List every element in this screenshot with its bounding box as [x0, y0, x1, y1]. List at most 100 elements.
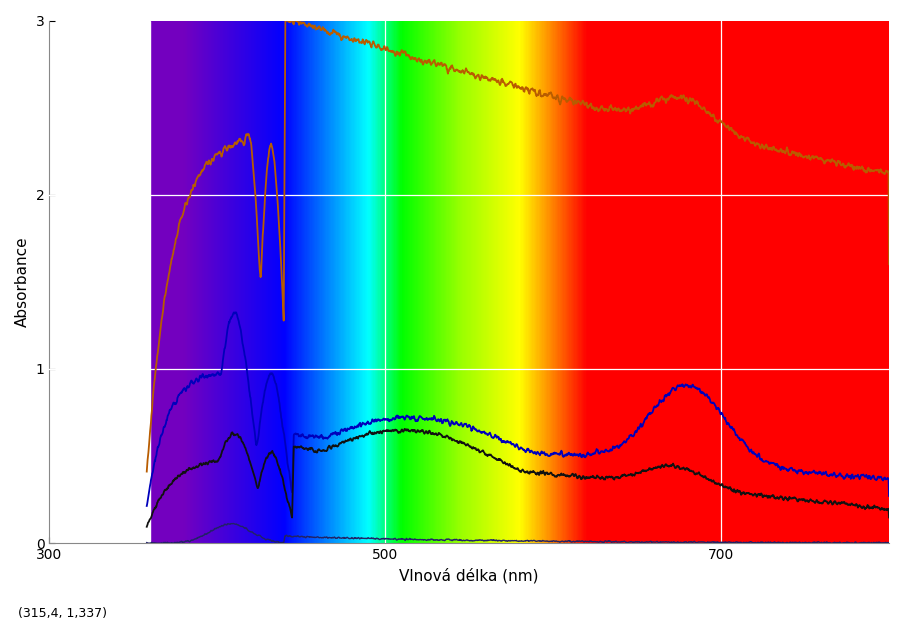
Bar	[877, 21, 878, 543]
Bar	[691, 21, 692, 543]
Bar	[347, 21, 349, 543]
Bar	[467, 21, 468, 543]
Bar	[724, 21, 725, 543]
Bar	[708, 21, 710, 543]
Bar	[741, 21, 742, 543]
Bar	[712, 21, 713, 543]
Bar	[256, 21, 257, 543]
Bar	[221, 21, 223, 543]
Bar	[859, 21, 860, 543]
Bar	[849, 21, 850, 543]
Bar	[281, 21, 282, 543]
Bar	[533, 21, 535, 543]
Bar	[50, 21, 150, 543]
Bar	[154, 21, 156, 543]
Bar	[475, 21, 477, 543]
Bar	[785, 21, 786, 543]
Bar	[752, 21, 754, 543]
Bar	[265, 21, 267, 543]
Bar	[193, 21, 194, 543]
Bar	[376, 21, 377, 543]
Bar	[399, 21, 400, 543]
Bar	[781, 21, 782, 543]
Bar	[292, 21, 293, 543]
Bar	[826, 21, 828, 543]
Bar	[197, 21, 198, 543]
Bar	[795, 21, 796, 543]
Bar	[186, 21, 187, 543]
Bar	[345, 21, 346, 543]
Bar	[343, 21, 345, 543]
Bar	[457, 21, 458, 543]
Bar	[320, 21, 321, 543]
Bar	[258, 21, 259, 543]
Bar	[465, 21, 467, 543]
Bar	[837, 21, 839, 543]
Bar	[161, 21, 163, 543]
Bar	[495, 21, 496, 543]
Bar	[824, 21, 825, 543]
Bar	[283, 21, 284, 543]
Bar	[306, 21, 308, 543]
Bar	[410, 21, 411, 543]
Bar	[220, 21, 221, 543]
Bar	[851, 21, 852, 543]
Bar	[272, 21, 273, 543]
Bar	[721, 21, 723, 543]
Bar	[587, 21, 589, 543]
Bar	[748, 21, 749, 543]
Bar	[464, 21, 465, 543]
Bar	[617, 21, 619, 543]
Bar	[195, 21, 197, 543]
Bar	[620, 21, 622, 543]
Bar	[886, 21, 887, 543]
Bar	[735, 21, 737, 543]
Bar	[172, 21, 173, 543]
Bar	[331, 21, 332, 543]
Bar	[610, 21, 612, 543]
Bar	[352, 21, 353, 543]
Bar	[775, 21, 776, 543]
Bar	[241, 21, 242, 543]
Bar	[446, 21, 447, 543]
Bar	[655, 21, 656, 543]
Bar	[556, 21, 558, 543]
Bar	[723, 21, 724, 543]
Bar	[657, 21, 659, 543]
Bar	[325, 21, 326, 543]
Bar	[744, 21, 745, 543]
Bar	[384, 21, 386, 543]
Bar	[397, 21, 399, 543]
Bar	[518, 21, 519, 543]
Bar	[798, 21, 799, 543]
Bar	[778, 21, 779, 543]
Bar	[372, 21, 373, 543]
Bar	[200, 21, 201, 543]
Bar	[223, 21, 224, 543]
Bar	[560, 21, 562, 543]
Bar	[545, 21, 546, 543]
Bar	[319, 21, 320, 543]
Bar	[183, 21, 184, 543]
Bar	[360, 21, 362, 543]
Bar	[349, 21, 350, 543]
Bar	[651, 21, 653, 543]
Bar	[455, 21, 457, 543]
Bar	[234, 21, 235, 543]
Bar	[819, 21, 820, 543]
Bar	[379, 21, 380, 543]
Bar	[661, 21, 663, 543]
Bar	[630, 21, 632, 543]
Bar	[673, 21, 674, 543]
Bar	[237, 21, 238, 543]
Bar	[846, 21, 847, 543]
Bar	[612, 21, 613, 543]
Bar	[159, 21, 160, 543]
Bar	[386, 21, 387, 543]
Bar	[677, 21, 678, 543]
Bar	[771, 21, 772, 543]
Bar	[812, 21, 813, 543]
Bar	[329, 21, 330, 543]
Bar	[796, 21, 798, 543]
Bar	[355, 21, 356, 543]
